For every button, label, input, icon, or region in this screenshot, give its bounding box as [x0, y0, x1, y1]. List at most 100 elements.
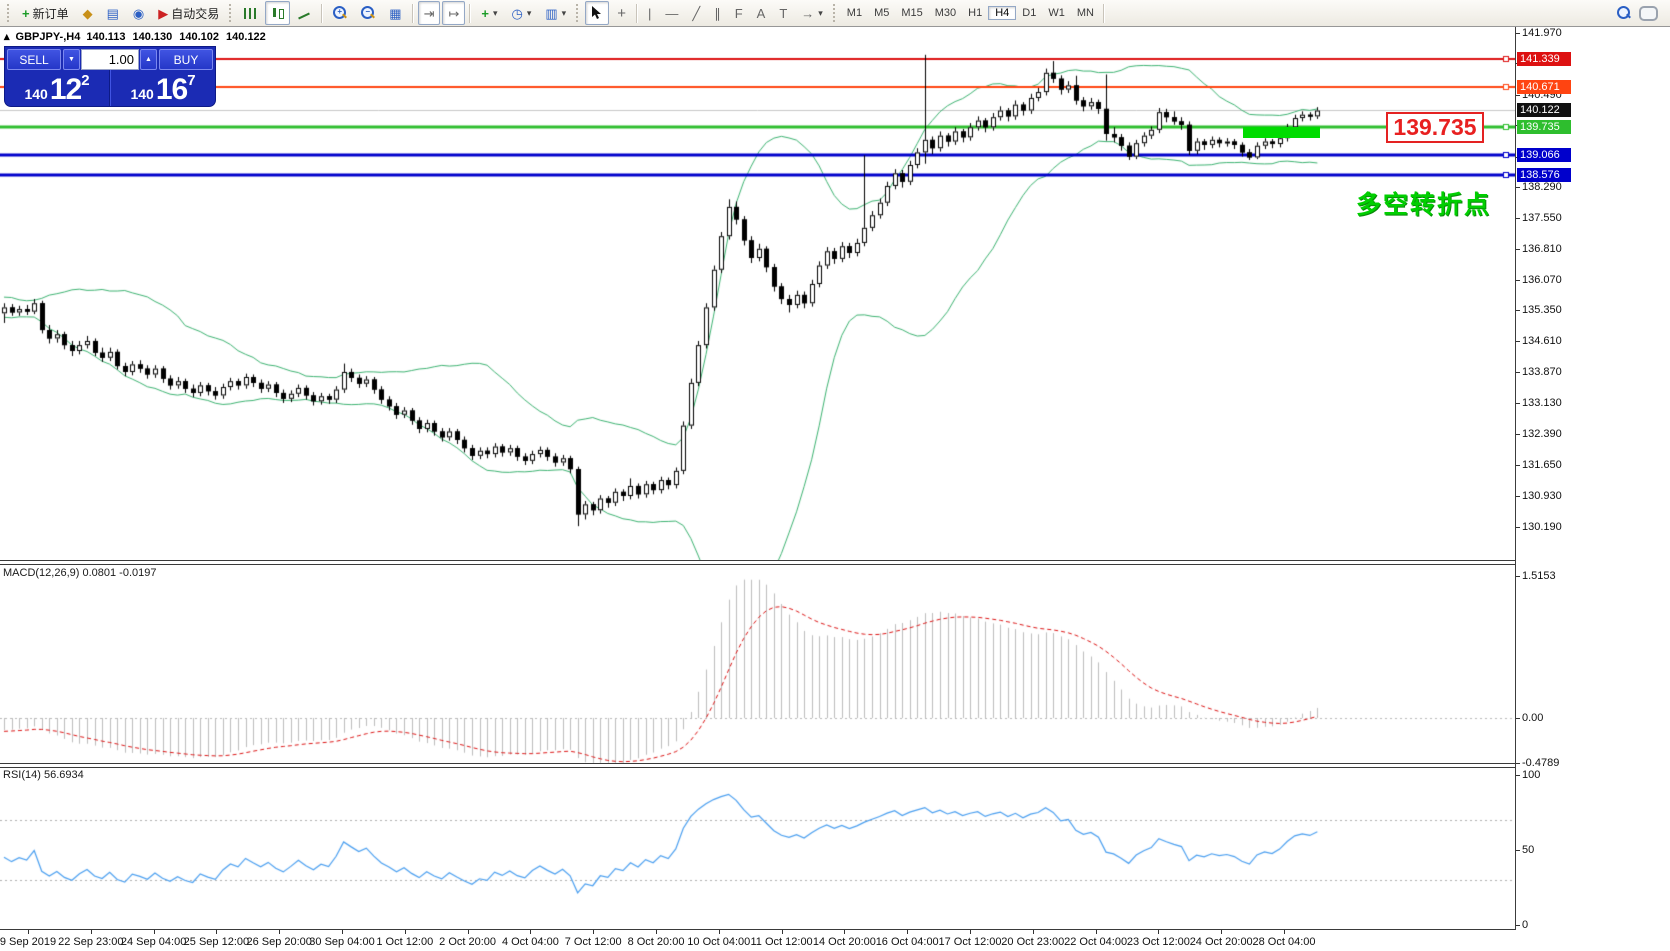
- pane-divider-rsi[interactable]: [0, 763, 1670, 768]
- label-tool-button[interactable]: T: [773, 1, 793, 25]
- toolbar: + 新订单 ◆ ▤ ◉ ▶ 自动交易 + − ▦ ⇥ ↦: [0, 0, 1670, 27]
- auto-scroll-button[interactable]: ⇥: [417, 1, 441, 25]
- timeframe-h1-button[interactable]: H1: [968, 7, 983, 19]
- fibonacci-tool-button[interactable]: F: [729, 1, 749, 25]
- buy-button[interactable]: BUY: [159, 49, 213, 70]
- turning-point-label[interactable]: 多空转折点: [1356, 191, 1492, 219]
- collapse-panel-icon[interactable]: ▴: [4, 31, 10, 43]
- axis-tick-mark: [1516, 925, 1520, 926]
- axis-tick-mark: [1516, 95, 1520, 96]
- trendline-tool-button[interactable]: ╱: [686, 1, 706, 25]
- sell-button[interactable]: SELL: [7, 49, 61, 70]
- auto-scroll-icon: ⇥: [423, 5, 435, 21]
- toolbar-grip[interactable]: [576, 4, 581, 22]
- pane-divider-macd[interactable]: [0, 560, 1670, 565]
- time-tick-mark: [468, 930, 469, 934]
- text-tool-button[interactable]: A: [751, 1, 772, 25]
- periods-button[interactable]: ◷ ▾: [506, 1, 538, 25]
- indicators-button[interactable]: + ▾: [475, 1, 503, 25]
- time-tick-label: 23 Oct 12:00: [1126, 936, 1190, 948]
- autotrading-button[interactable]: ▶ 自动交易: [152, 1, 225, 25]
- axis-tick-label: 130.190: [1522, 520, 1562, 533]
- time-tick-mark: [1284, 930, 1285, 934]
- axis-tick-label: -0.4789: [1522, 756, 1560, 769]
- templates-button[interactable]: ▥ ▾: [539, 1, 572, 25]
- price-tag-139.066: 139.066: [1517, 147, 1571, 162]
- axis-tick-label: 131.650: [1522, 459, 1562, 472]
- quote-readout: ▴ GBPJPY-,H4 140.113 140.130 140.102 140…: [4, 30, 266, 44]
- axis-tick-mark: [1516, 280, 1520, 282]
- vertical-line-tool-button[interactable]: |: [642, 1, 657, 25]
- sell-price-sup: 2: [81, 72, 90, 89]
- time-tick-mark: [28, 930, 29, 934]
- volume-input[interactable]: 1.00: [81, 49, 139, 70]
- timeframe-m1-button[interactable]: M1: [846, 7, 863, 19]
- channel-tool-button[interactable]: ∥: [708, 1, 727, 25]
- quote-open: 140.113: [86, 30, 126, 43]
- candlestick-chart-button[interactable]: [265, 1, 291, 25]
- chart-shift-button[interactable]: ↦: [442, 1, 466, 25]
- arrows-dropdown-icon: ▾: [818, 7, 823, 18]
- volume-decrease-button[interactable]: ▼: [63, 49, 80, 70]
- arrows-tool-button[interactable]: → ▾: [795, 1, 829, 25]
- time-tick-mark: [719, 930, 720, 934]
- vertical-line-icon: |: [647, 5, 652, 21]
- time-tick-label: 25 Sep 12:00: [183, 936, 250, 948]
- time-axis[interactable]: 9 Sep 2019 22 Sep 23:00 24 Sep 04:00 25 Sep…: [0, 930, 1670, 951]
- search-icon[interactable]: [1617, 6, 1631, 20]
- time-tick-label: 24 Oct 20:00: [1189, 936, 1253, 948]
- line-chart-button[interactable]: [292, 1, 317, 25]
- time-tick-mark: [844, 930, 845, 934]
- axis-tick-label: 50: [1522, 844, 1535, 856]
- price-callout-label[interactable]: 139.735: [1386, 112, 1484, 143]
- new-order-button[interactable]: + 新订单: [16, 1, 75, 25]
- buy-price[interactable]: 140 16 7: [110, 70, 215, 106]
- timeframe-d1-button[interactable]: D1: [1022, 7, 1037, 19]
- axis-tick-label: 141.970: [1522, 27, 1562, 39]
- bar-chart-button[interactable]: [238, 1, 263, 25]
- timeframe-m30-button[interactable]: M30: [934, 7, 957, 19]
- axis-tick-label: 1.5153: [1522, 569, 1556, 582]
- toolbar-grip[interactable]: [832, 4, 838, 22]
- autotrading-label: 自动交易: [171, 6, 220, 21]
- volume-increase-button[interactable]: ▲: [140, 49, 157, 70]
- zoom-out-button[interactable]: −: [355, 1, 381, 25]
- buy-price-prefix: 140: [130, 86, 154, 102]
- horizontal-line-tool-button[interactable]: —: [659, 1, 684, 25]
- time-tick-mark: [279, 930, 280, 934]
- timeframe-m15-button[interactable]: M15: [901, 7, 923, 19]
- crosshair-tool-button[interactable]: +: [611, 1, 632, 25]
- chat-icon[interactable]: [1639, 5, 1658, 21]
- time-tick-label: 22 Oct 04:00: [1064, 936, 1128, 948]
- indicators-dropdown-icon: ▾: [492, 7, 498, 18]
- templates-icon: ▥: [545, 5, 558, 21]
- time-tick-label: 30 Sep 04:00: [309, 936, 375, 948]
- timeframe-w1-button[interactable]: W1: [1048, 7, 1065, 19]
- axis-tick-mark: [1516, 218, 1520, 220]
- crosshair-icon: +: [617, 4, 626, 22]
- quote-symbol: GBPJPY-,H4: [15, 30, 81, 43]
- price-chart-canvas[interactable]: [0, 27, 1515, 930]
- axis-tick-mark: [1516, 434, 1520, 436]
- periods-icon: ◷: [511, 5, 523, 21]
- zoom-in-button[interactable]: +: [327, 1, 353, 25]
- axis-tick-mark: [1516, 850, 1520, 851]
- time-tick-mark: [216, 930, 217, 934]
- bar-chart-icon: [244, 7, 258, 19]
- toolbar-grip[interactable]: [229, 4, 234, 22]
- sell-price[interactable]: 140 12 2: [5, 70, 110, 106]
- time-tick-mark: [593, 930, 594, 934]
- charts-button[interactable]: ▤: [101, 1, 125, 25]
- time-tick-mark: [405, 930, 406, 934]
- highlight-rectangle[interactable]: [1243, 127, 1320, 138]
- tile-windows-button[interactable]: ▦: [383, 1, 407, 25]
- price-axis[interactable]: 141.970141.250140.490139.770139.010138.2…: [1515, 27, 1670, 931]
- timeframe-m5-button[interactable]: M5: [874, 7, 890, 19]
- profile-button[interactable]: ◆: [77, 1, 99, 25]
- cursor-tool-button[interactable]: [585, 1, 610, 25]
- axis-tick-mark: [1516, 575, 1520, 577]
- timeframe-mn-button[interactable]: MN: [1076, 7, 1094, 19]
- signals-button[interactable]: ◉: [127, 1, 150, 25]
- toolbar-grip[interactable]: [7, 4, 12, 22]
- timeframe-h4-button[interactable]: H4: [988, 6, 1017, 20]
